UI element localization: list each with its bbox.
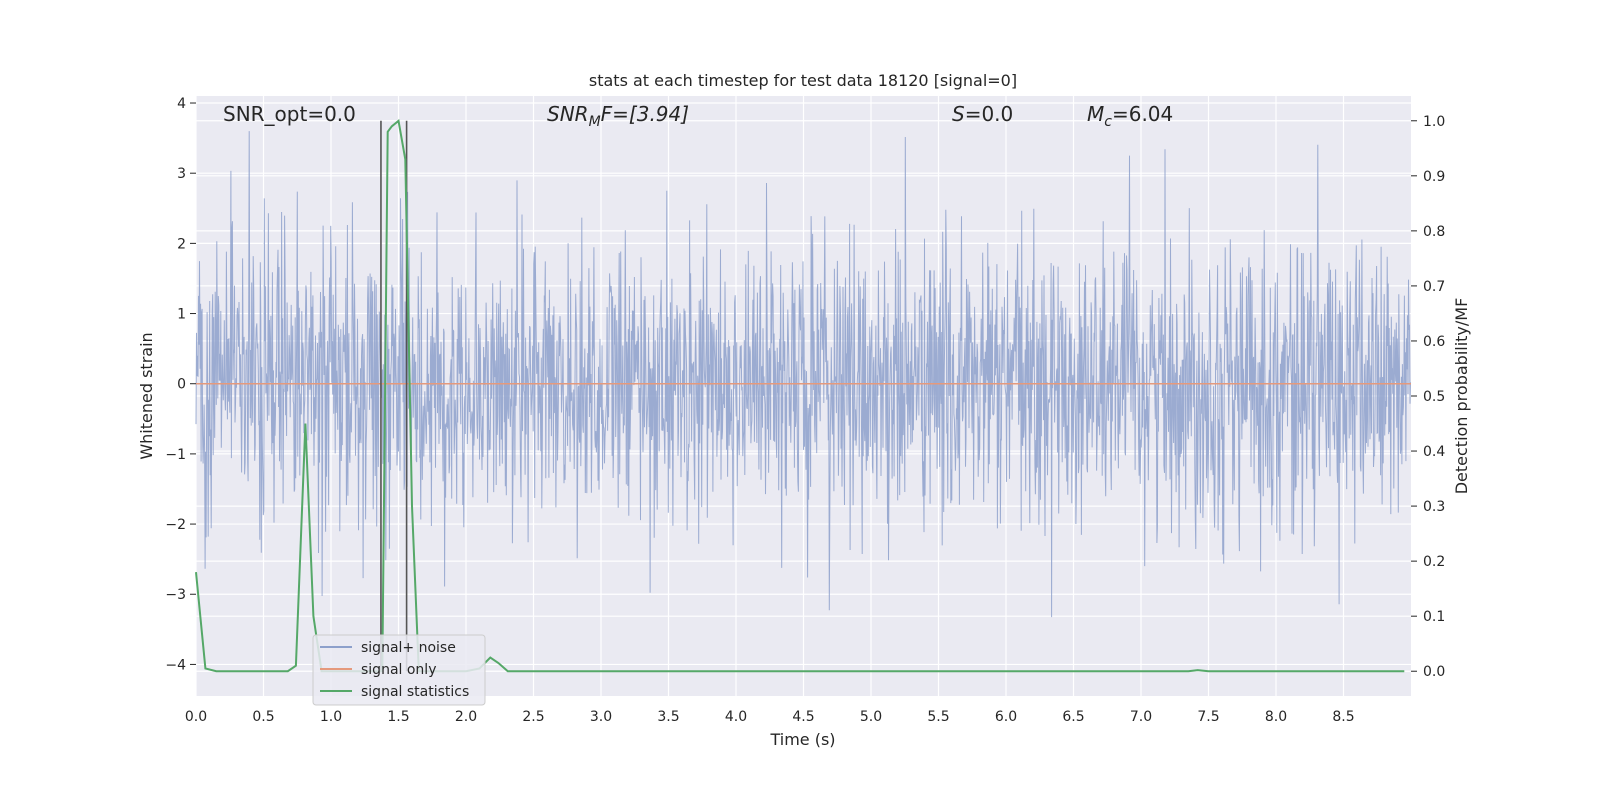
y-ticks: 4 3 2 1 0 −1 −2 −3 −4 bbox=[165, 96, 196, 673]
x-tick-label: 0.5 bbox=[252, 709, 274, 725]
y2-ticks: 1.0 0.9 0.8 0.7 0.6 0.5 0.4 0.3 0.2 0.1 0.0 bbox=[1411, 114, 1445, 680]
s-base: S bbox=[952, 102, 965, 126]
annotation-s: S=0.0 bbox=[952, 102, 1013, 126]
y2-tick-label: 0.3 bbox=[1423, 499, 1445, 515]
x-tick-label: 7.5 bbox=[1197, 709, 1219, 725]
x-tick-label: 0.0 bbox=[185, 709, 207, 725]
x-tick-label: 5.0 bbox=[860, 709, 882, 725]
y2-axis-label: Detection probability/MF bbox=[1452, 298, 1471, 495]
y2-tick-label: 0.0 bbox=[1423, 664, 1445, 680]
y2-tick-label: 0.8 bbox=[1423, 224, 1445, 240]
x-tick-label: 4.0 bbox=[725, 709, 747, 725]
chart-title: stats at each timestep for test data 181… bbox=[589, 71, 1017, 90]
y-tick-label: 4 bbox=[177, 96, 186, 112]
y-tick-label: 0 bbox=[177, 377, 186, 393]
x-tick-label: 1.0 bbox=[320, 709, 342, 725]
annotation-mc: Mc=6.04 bbox=[1087, 102, 1173, 130]
y2-tick-label: 0.4 bbox=[1423, 444, 1445, 460]
x-tick-label: 8.0 bbox=[1265, 709, 1287, 725]
snr-mf-base: SNR bbox=[547, 102, 589, 126]
x-tick-label: 3.0 bbox=[590, 709, 612, 725]
y2-tick-label: 1.0 bbox=[1423, 114, 1445, 130]
x-tick-label: 2.5 bbox=[522, 709, 544, 725]
annotation-snr-mf: SNRMF=[3.94] bbox=[547, 102, 689, 130]
x-tick-label: 2.0 bbox=[455, 709, 477, 725]
y2-tick-label: 0.1 bbox=[1423, 609, 1445, 625]
y-tick-label: −4 bbox=[165, 657, 186, 673]
legend-label-signal-statistics: signal statistics bbox=[361, 684, 469, 700]
snr-mf-sub: M bbox=[589, 114, 601, 130]
annotation-snr-opt: SNR_opt=0.0 bbox=[223, 102, 356, 126]
y2-tick-label: 0.9 bbox=[1423, 169, 1445, 185]
mc-rest: =6.04 bbox=[1112, 102, 1173, 126]
y-tick-label: −1 bbox=[165, 447, 186, 463]
s-rest: =0.0 bbox=[965, 102, 1014, 126]
legend: signal+ noise signal only signal statist… bbox=[312, 634, 486, 706]
x-tick-label: 6.0 bbox=[995, 709, 1017, 725]
y2-tick-label: 0.5 bbox=[1423, 389, 1445, 405]
y-tick-label: 1 bbox=[177, 307, 186, 323]
mc-sub: c bbox=[1104, 114, 1112, 130]
x-tick-label: 6.5 bbox=[1062, 709, 1084, 725]
y-tick-label: 2 bbox=[177, 236, 186, 252]
legend-label-signal-only: signal only bbox=[361, 662, 436, 678]
x-tick-label: 5.5 bbox=[927, 709, 949, 725]
y-tick-label: 3 bbox=[177, 166, 186, 182]
y2-tick-label: 0.2 bbox=[1423, 554, 1445, 570]
legend-label-signal-noise: signal+ noise bbox=[361, 640, 456, 656]
y-tick-label: −3 bbox=[165, 587, 186, 603]
y-tick-label: −2 bbox=[165, 517, 186, 533]
snr-mf-rest: F=[3.94] bbox=[601, 102, 689, 126]
y-axis-label: Whitened strain bbox=[137, 332, 156, 459]
x-tick-label: 7.0 bbox=[1130, 709, 1152, 725]
y2-tick-label: 0.7 bbox=[1423, 279, 1445, 295]
signal-plus-noise-series bbox=[195, 131, 1411, 618]
x-ticks: 0.0 0.5 1.0 1.5 2.0 2.5 3.0 3.5 4.0 4.5 5.0 5.5 6.0 6… bbox=[185, 709, 1355, 725]
x-tick-label: 4.5 bbox=[792, 709, 814, 725]
x-axis-label: Time (s) bbox=[769, 730, 835, 749]
x-tick-label: 8.5 bbox=[1332, 709, 1354, 725]
mc-base: M bbox=[1087, 102, 1104, 126]
signal-plus-noise-line bbox=[195, 131, 1411, 618]
x-tick-label: 3.5 bbox=[657, 709, 679, 725]
signal-statistics-series bbox=[195, 118, 1405, 673]
y2-tick-label: 0.6 bbox=[1423, 334, 1445, 350]
x-tick-label: 1.5 bbox=[387, 709, 409, 725]
legend-box bbox=[312, 634, 486, 706]
